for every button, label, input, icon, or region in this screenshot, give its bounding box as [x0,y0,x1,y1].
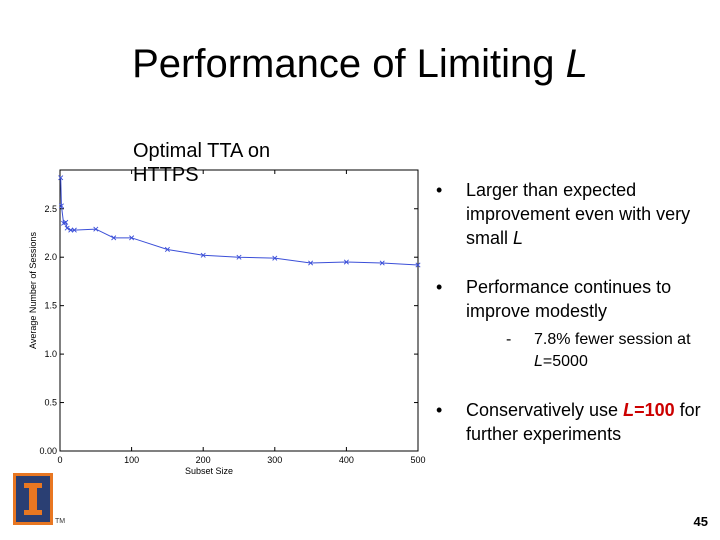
bullet-text: Conservatively use [466,400,624,420]
y-axis-label: Average Number of Sessions [28,232,38,349]
university-logo [13,473,53,525]
chart-title: Optimal TTA on HTTPS [133,140,271,186]
sub-bullet-dash: - [506,331,512,348]
data-point [93,226,99,232]
data-point [236,254,242,260]
data-point [129,235,135,241]
data-point [58,175,64,181]
y-tick-label: 0.5 [44,398,57,408]
data-point [272,255,278,261]
data-point [64,225,70,231]
sub-bullet-item: - 7.8% fewer session at L=5000 [466,329,711,373]
data-point [308,260,314,266]
data-point [68,227,74,233]
x-tick-label: 0 [57,455,62,465]
line-chart: 0 100 200 300 400 500 0.00 0.5 1.0 1.5 2.0 2.5 Subse… [28,169,426,476]
x-tick-label: 400 [339,455,354,465]
highlight-value: =100 [634,400,675,420]
bullet-text: Larger than expected improvement even wi… [466,180,691,248]
x-tick-label: 100 [124,455,139,465]
x-tick-label: 200 [196,455,211,465]
y-tick-label: 2.0 [44,252,57,262]
data-point [63,219,69,225]
series-line [60,177,419,266]
title-text: Performance of Limiting [132,42,566,86]
bullet-item-3: • Conservatively use L=100 for further e… [436,398,711,446]
bullet-item-1: • Larger than expected improvement even … [436,178,711,250]
bullet-text: Performance continues to improve modestl… [466,277,672,321]
y-tick-label: 0.00 [39,446,57,456]
y-tick-label: 1.0 [44,349,57,359]
page-number: 45 [693,514,708,529]
highlight-variable: L [623,400,635,420]
sub-bullet-value: =5000 [542,353,588,370]
data-point [343,259,349,265]
data-point [71,227,77,233]
bullet-dot: • [436,277,443,297]
x-tick-label: 300 [267,455,282,465]
bullet-list: • Larger than expected improvement even … [436,178,711,471]
y-tick-label: 2.5 [44,204,57,214]
x-axis-label: Subset Size [185,466,233,476]
bullet-text-end: for further experiments [466,400,701,444]
bullet-dot: • [436,180,443,200]
bullet-item-2: • Performance continues to improve modes… [436,275,711,373]
plot-frame [59,169,419,452]
data-point [164,246,170,252]
data-point [379,260,385,266]
data-point [200,252,206,258]
sub-bullet-text: 7.8% fewer session at [534,331,691,348]
x-tick-label: 500 [410,455,425,465]
y-tick-label: 1.5 [44,301,57,311]
bullet-variable: L [513,228,524,248]
sub-bullet-variable: L [534,353,543,370]
bullet-dot: • [436,400,443,420]
data-point [111,235,117,241]
data-point [58,203,64,209]
title-variable: L [565,42,588,86]
slide-title: Performance of Limiting L [0,40,720,88]
data-point [415,262,421,268]
logo-trademark: TM [55,518,66,525]
